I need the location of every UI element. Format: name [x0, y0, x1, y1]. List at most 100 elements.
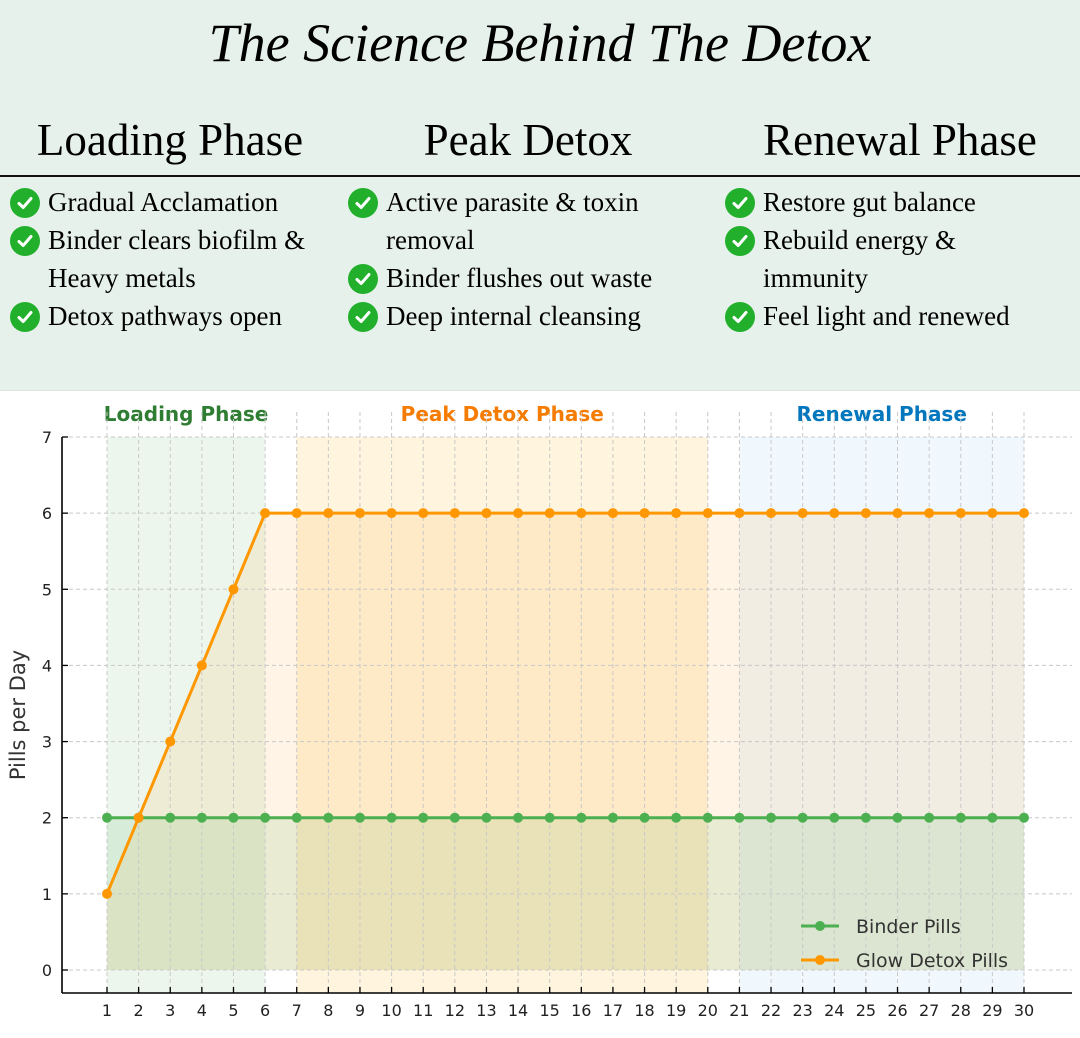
data-point: [323, 812, 334, 823]
x-tick-label: 19: [666, 1001, 686, 1020]
data-point: [165, 736, 176, 747]
x-tick-label: 22: [761, 1001, 781, 1020]
data-point: [987, 508, 998, 519]
data-point: [766, 812, 777, 823]
data-point: [449, 508, 460, 519]
data-point: [228, 812, 239, 823]
divider: [0, 175, 1080, 177]
check-circle-icon: [10, 188, 40, 218]
data-point: [291, 508, 302, 519]
data-point: [418, 812, 429, 823]
binder-area-fill: [107, 817, 1024, 970]
data-point: [196, 812, 207, 823]
list-item-text: Restore gut balance: [763, 187, 976, 217]
x-tick-label: 9: [355, 1001, 365, 1020]
data-point: [418, 508, 429, 519]
list-item: Rebuild energy & immunity: [725, 221, 1045, 297]
data-point: [481, 508, 492, 519]
list-item-text: Gradual Acclamation: [48, 187, 279, 217]
data-point: [797, 812, 808, 823]
data-point: [260, 812, 271, 823]
y-tick-label: 3: [42, 733, 52, 752]
data-point: [860, 508, 871, 519]
check-circle-icon: [10, 302, 40, 332]
data-point: [671, 508, 682, 519]
x-tick-label: 4: [197, 1001, 207, 1020]
x-tick-label: 21: [729, 1001, 749, 1020]
data-point: [102, 812, 112, 823]
page-title: The Science Behind The Detox: [208, 13, 872, 73]
data-point: [513, 812, 524, 823]
y-tick-label: 1: [42, 885, 52, 904]
data-point: [955, 812, 966, 823]
phase-span: [739, 437, 1024, 993]
data-point: [481, 812, 492, 823]
x-tick-label: 15: [540, 1001, 560, 1020]
list-item: Binder clears biofilm & Heavy metals: [10, 221, 340, 297]
check-circle-icon: [725, 302, 755, 332]
list-item-text: Deep internal cleansing: [386, 301, 641, 331]
list-item-text: Binder flushes out waste: [386, 263, 653, 293]
x-tick-label: 27: [919, 1001, 939, 1020]
data-point: [354, 508, 365, 519]
loading-list: Gradual Acclamation Binder clears biofilm…: [10, 183, 340, 335]
x-tick-label: 8: [323, 1001, 333, 1020]
x-tick-label: 16: [571, 1001, 591, 1020]
x-tick-label: 3: [165, 1001, 175, 1020]
list-item: Gradual Acclamation: [10, 183, 340, 221]
data-point: [102, 888, 112, 899]
check-circle-icon: [725, 226, 755, 256]
phase-span: [296, 437, 708, 993]
list-item: Active parasite & toxin removal: [348, 183, 688, 259]
list-item-text: Feel light and renewed: [763, 301, 1010, 331]
data-point: [892, 812, 903, 823]
y-tick-label: 0: [42, 961, 52, 980]
pills-chart: Loading Phase Peak Detox Phase Renewal Pha…: [6, 402, 1072, 1020]
data-point: [955, 508, 966, 519]
x-tick-label: 1: [102, 1001, 112, 1020]
x-tick-label: 26: [887, 1001, 907, 1020]
phase-heading-renewal: Renewal Phase: [763, 115, 1037, 165]
x-tick-label: 23: [792, 1001, 812, 1020]
list-item: Detox pathways open: [10, 297, 340, 335]
y-tick-label: 6: [42, 504, 52, 523]
data-point: [734, 508, 745, 519]
list-item: Deep internal cleansing: [348, 297, 688, 335]
y-tick-label: 4: [42, 656, 52, 675]
data-point: [513, 508, 524, 519]
data-point: [544, 812, 555, 823]
data-point: [228, 584, 239, 595]
data-point: [354, 812, 365, 823]
data-point: [829, 508, 840, 519]
list-item-text: Detox pathways open: [48, 301, 282, 331]
check-circle-icon: [10, 226, 40, 256]
series-line-1: [105, 511, 1024, 895]
data-point: [734, 812, 745, 823]
phase-label: Renewal Phase: [796, 402, 966, 426]
data-point: [260, 508, 271, 519]
x-tick-label: 2: [134, 1001, 144, 1020]
y-tick-label: 7: [42, 428, 52, 447]
data-point: [829, 812, 840, 823]
info-panel: The Science Behind The Detox Loading Pha…: [0, 0, 1080, 391]
legend-label: Glow Detox Pills: [856, 950, 1008, 972]
phase-label: Loading Phase: [104, 402, 269, 426]
legend-label: Binder Pills: [856, 916, 961, 938]
glow-area-fill: [107, 513, 1024, 970]
data-point: [639, 812, 650, 823]
x-tick-label: 6: [260, 1001, 270, 1020]
phase-heading-loading: Loading Phase: [36, 115, 304, 165]
data-point: [1019, 508, 1029, 519]
data-point: [797, 508, 808, 519]
x-tick-label: 17: [603, 1001, 623, 1020]
phase-heading-peak: Peak Detox: [423, 115, 633, 165]
data-point: [323, 508, 334, 519]
check-circle-icon: [348, 264, 378, 294]
data-point: [702, 508, 713, 519]
data-point: [165, 812, 176, 823]
y-tick-label: 2: [42, 809, 52, 828]
data-point: [576, 812, 587, 823]
x-tick-label: 20: [698, 1001, 718, 1020]
check-circle-icon: [725, 188, 755, 218]
y-axis-label: Pills per Day: [6, 650, 30, 780]
